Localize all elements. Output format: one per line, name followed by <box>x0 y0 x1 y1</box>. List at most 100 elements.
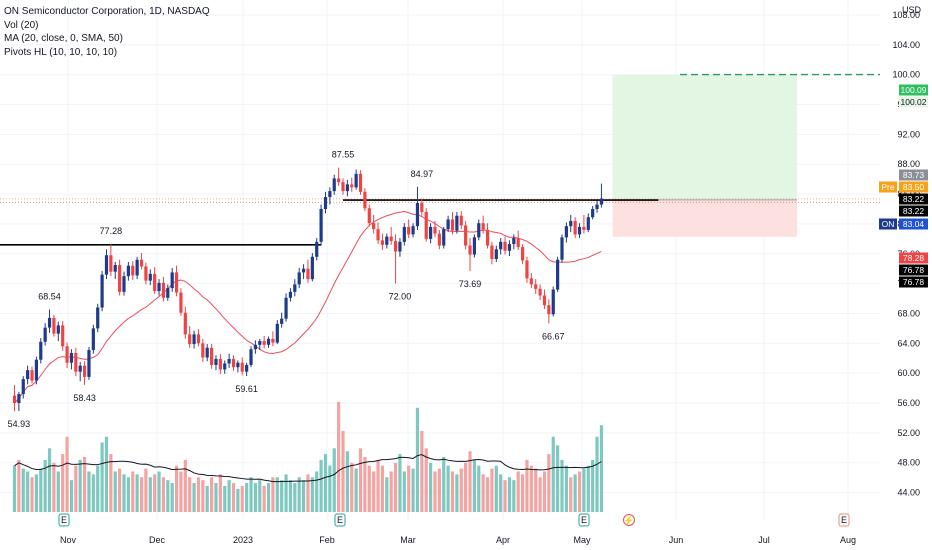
candle-body[interactable] <box>21 379 25 395</box>
candle-body[interactable] <box>131 265 135 276</box>
candle-body[interactable] <box>599 198 604 205</box>
candle-body[interactable] <box>34 359 38 381</box>
candle-body[interactable] <box>534 284 538 289</box>
candle-body[interactable] <box>245 364 249 372</box>
candle-body[interactable] <box>538 288 542 296</box>
candle-body[interactable] <box>153 273 157 292</box>
candle-body[interactable] <box>503 241 507 251</box>
candle-body[interactable] <box>310 256 314 280</box>
candle-body[interactable] <box>82 365 87 377</box>
candle-body[interactable] <box>507 244 512 251</box>
candle-body[interactable] <box>262 341 266 345</box>
candle-body[interactable] <box>113 264 117 272</box>
candle-body[interactable] <box>442 229 446 246</box>
candle-body[interactable] <box>297 272 301 285</box>
candle-body[interactable] <box>424 211 428 239</box>
candle-body[interactable] <box>39 341 43 360</box>
candle-body[interactable] <box>183 312 187 335</box>
candle-body[interactable] <box>170 272 174 289</box>
candle-body[interactable] <box>411 226 415 235</box>
candle-body[interactable] <box>192 334 196 345</box>
candle-body[interactable] <box>56 325 60 334</box>
candle-body[interactable] <box>345 184 349 192</box>
candle-body[interactable] <box>188 334 192 345</box>
candle-body[interactable] <box>341 182 345 192</box>
candle-body[interactable] <box>214 358 218 365</box>
candle-body[interactable] <box>499 241 503 250</box>
candle-body[interactable] <box>122 276 126 292</box>
candle-body[interactable] <box>542 295 547 306</box>
candle-body[interactable] <box>573 220 577 235</box>
candle-body[interactable] <box>490 245 494 259</box>
candle-body[interactable] <box>227 358 231 364</box>
candle-body[interactable] <box>354 173 358 188</box>
candle-body[interactable] <box>61 325 65 347</box>
candle-body[interactable] <box>231 358 236 368</box>
candle-body[interactable] <box>393 241 398 252</box>
candle-body[interactable] <box>481 223 485 230</box>
candle-body[interactable] <box>446 219 450 230</box>
candle-body[interactable] <box>174 272 179 293</box>
candle-body[interactable] <box>179 292 183 313</box>
candle-body[interactable] <box>166 288 170 298</box>
candle-body[interactable] <box>91 328 95 351</box>
candle-body[interactable] <box>52 317 56 334</box>
candle-body[interactable] <box>104 255 109 275</box>
earnings-marker[interactable] <box>334 513 346 527</box>
candle-body[interactable] <box>323 197 328 209</box>
candle-body[interactable] <box>218 358 222 370</box>
candle-body[interactable] <box>139 259 144 267</box>
candle-body[interactable] <box>69 353 74 363</box>
candle-body[interactable] <box>161 282 166 298</box>
candle-body[interactable] <box>577 226 582 235</box>
candle-body[interactable] <box>43 327 47 342</box>
candle-body[interactable] <box>253 344 257 350</box>
candle-body[interactable] <box>450 219 455 231</box>
candle-body[interactable] <box>319 209 323 242</box>
candle-body[interactable] <box>376 229 380 241</box>
candle-body[interactable] <box>591 209 595 218</box>
candle-body[interactable] <box>433 226 437 234</box>
candle-body[interactable] <box>144 266 148 281</box>
candle-body[interactable] <box>569 220 573 227</box>
candle-body[interactable] <box>65 346 69 363</box>
candle-body[interactable] <box>306 268 310 280</box>
candle-body[interactable] <box>135 259 139 276</box>
earnings-marker[interactable] <box>58 513 70 527</box>
candle-body[interactable] <box>78 365 82 372</box>
candle-body[interactable] <box>301 268 306 273</box>
candle-body[interactable] <box>485 229 490 246</box>
candle-body[interactable] <box>126 265 130 277</box>
candle-body[interactable] <box>87 350 91 377</box>
candle-body[interactable] <box>415 203 420 227</box>
candle-body[interactable] <box>372 223 376 230</box>
candle-body[interactable] <box>358 173 363 192</box>
candle-body[interactable] <box>398 241 402 252</box>
candle-body[interactable] <box>74 353 78 372</box>
candle-body[interactable] <box>266 338 271 345</box>
candle-body[interactable] <box>525 260 529 279</box>
candle-body[interactable] <box>201 343 205 358</box>
candle-body[interactable] <box>459 215 463 226</box>
candle-body[interactable] <box>380 240 385 245</box>
candle-body[interactable] <box>494 249 498 259</box>
candle-body[interactable] <box>472 237 476 255</box>
candle-body[interactable] <box>258 341 262 345</box>
candle-body[interactable] <box>148 273 152 281</box>
candle-body[interactable] <box>280 318 284 324</box>
candle-body[interactable] <box>17 394 21 403</box>
candle-body[interactable] <box>547 305 551 315</box>
candle-body[interactable] <box>275 323 279 343</box>
candle-body[interactable] <box>385 236 389 245</box>
candle-body[interactable] <box>315 241 319 257</box>
candle-body[interactable] <box>556 259 560 290</box>
candle-body[interactable] <box>564 226 568 238</box>
candle-body[interactable] <box>586 217 590 230</box>
split-marker[interactable] <box>623 514 635 526</box>
candle-body[interactable] <box>288 291 293 298</box>
candle-body[interactable] <box>582 226 586 230</box>
candle-body[interactable] <box>12 395 17 403</box>
candle-body[interactable] <box>595 204 599 209</box>
candle-body[interactable] <box>551 289 555 315</box>
